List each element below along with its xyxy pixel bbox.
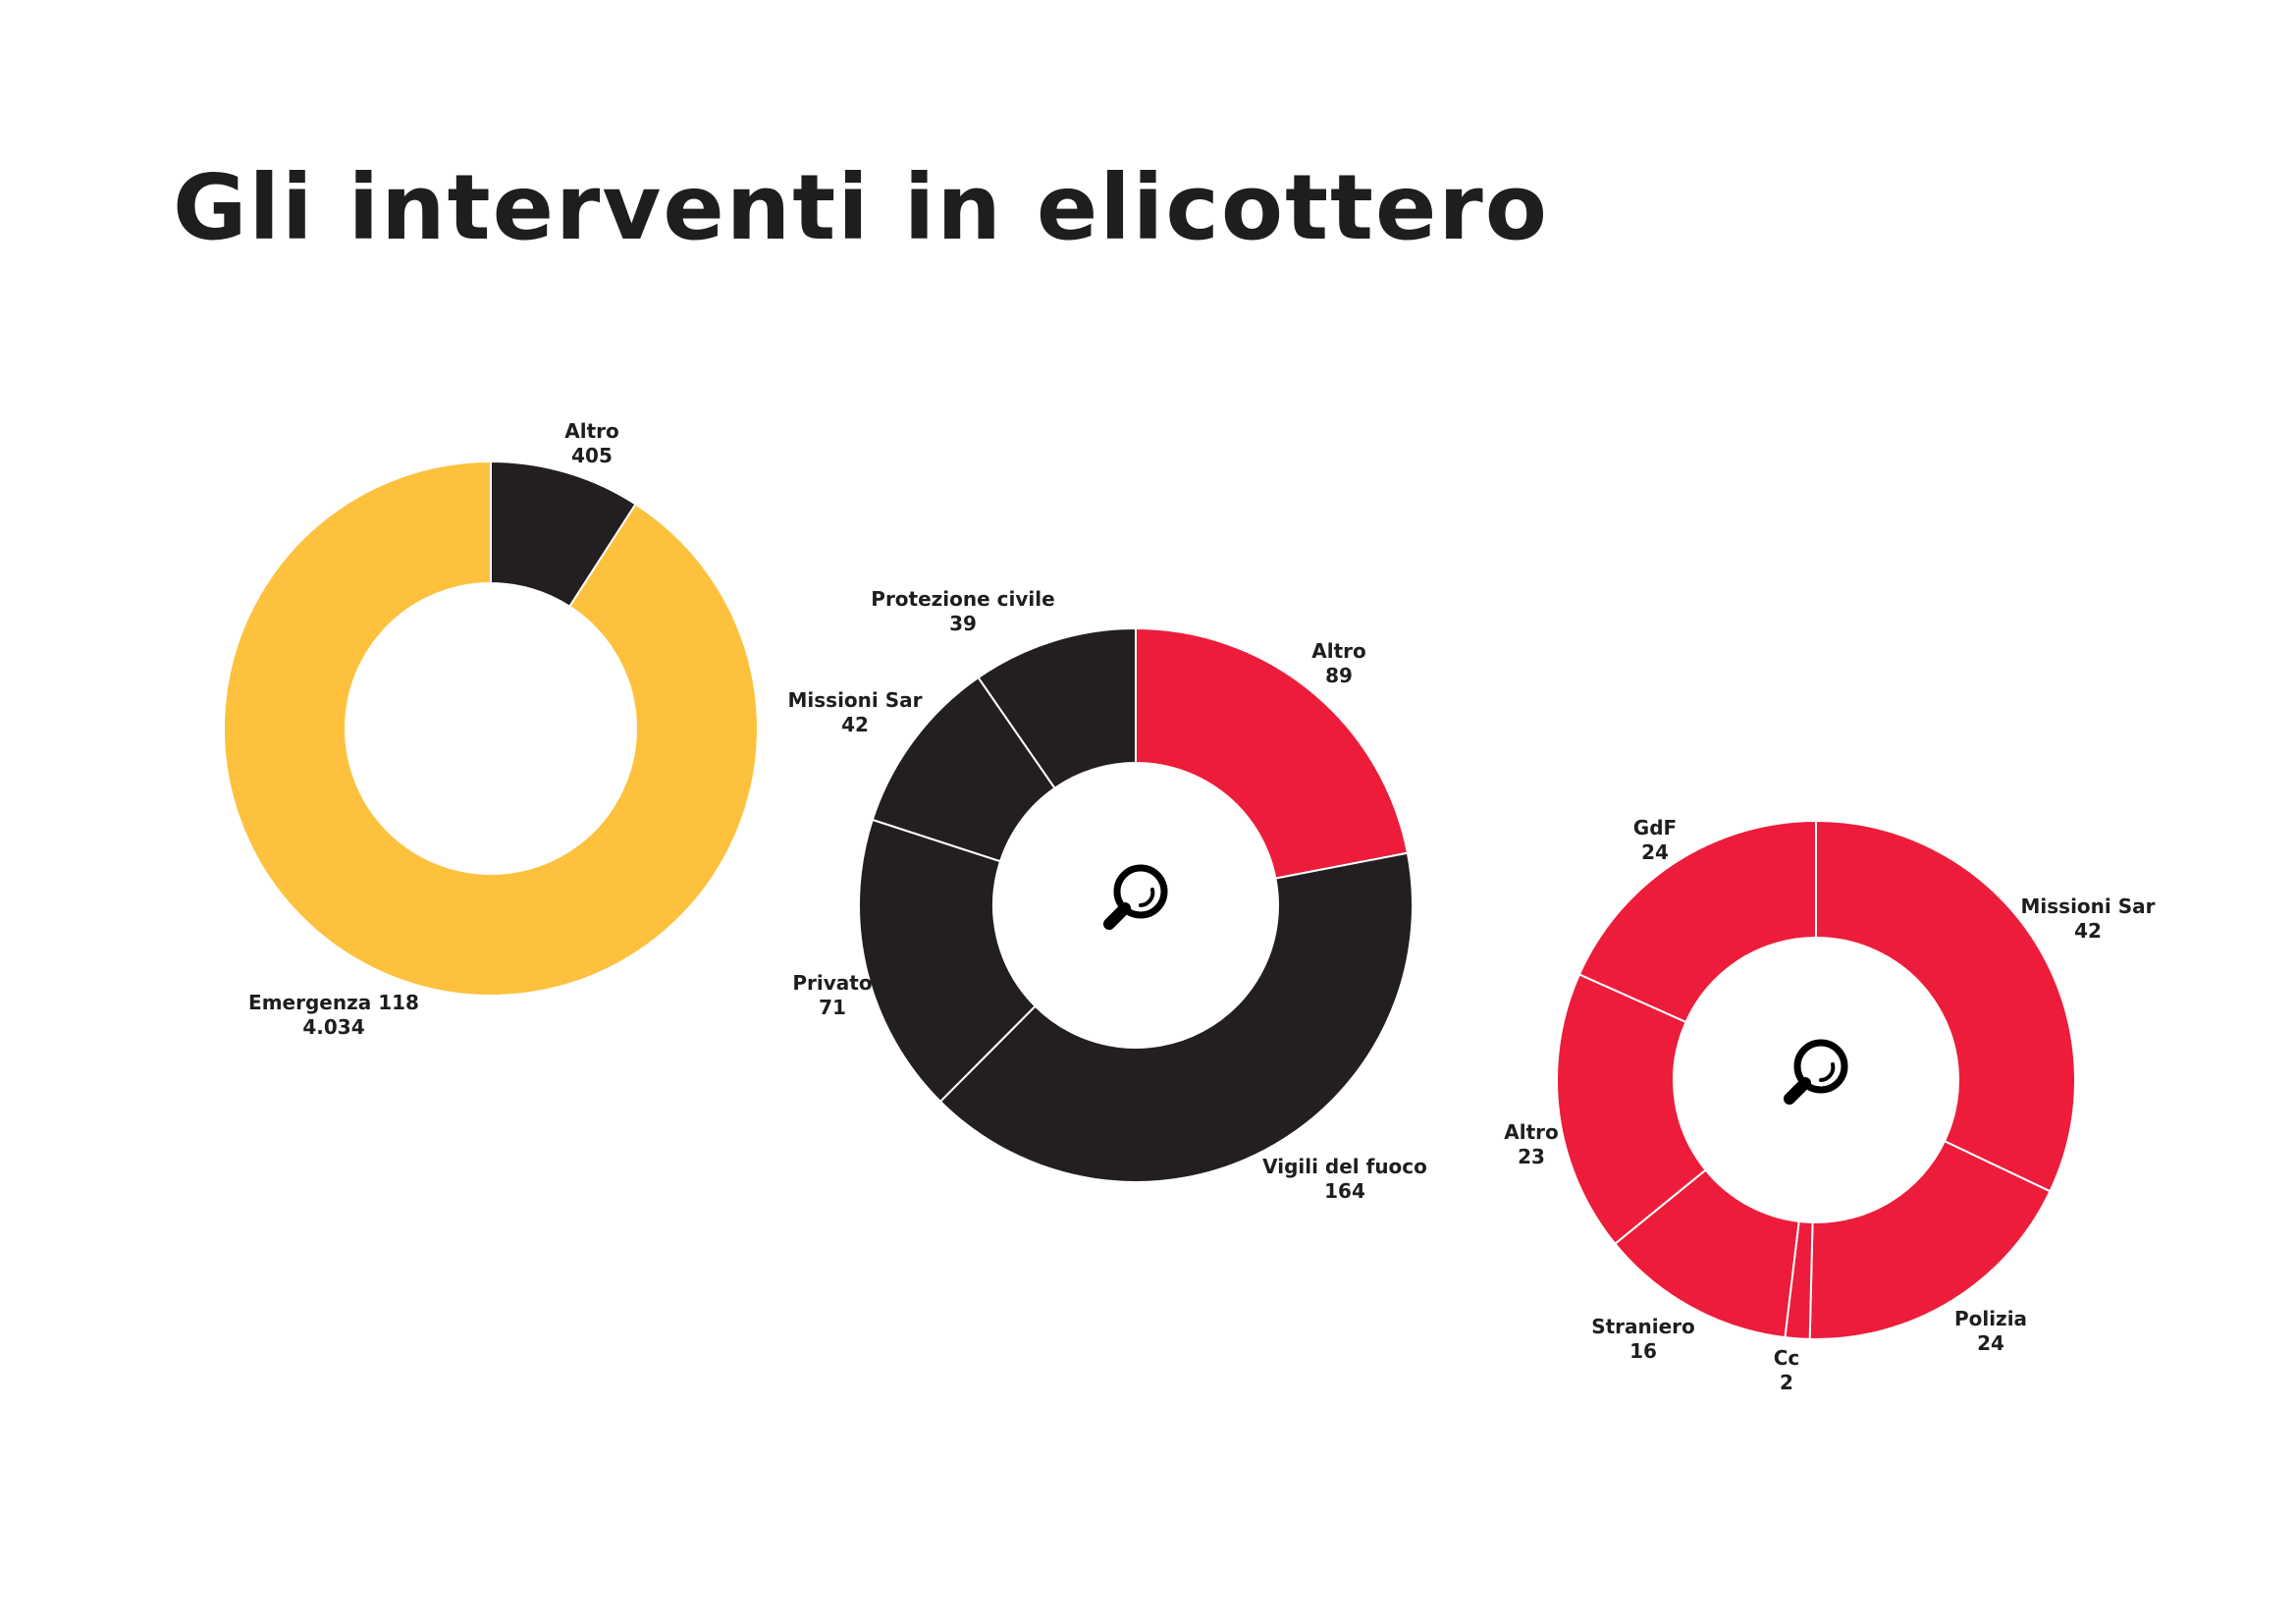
slice-missioni-sar	[1815, 819, 2076, 1193]
slice-label-value: 23	[1518, 1145, 1545, 1168]
slice-label-altro: Altro 405	[564, 419, 619, 467]
slice-label-value: 4.034	[302, 1015, 364, 1039]
slice-label-polizia: Polizia 24	[1954, 1307, 2027, 1355]
slice-emergenza-118	[223, 460, 759, 997]
donut-chart-emergenza: Altro 405 Emergenza 118 4.034	[223, 419, 759, 1039]
slice-privato	[858, 818, 1038, 1104]
slice-label-name: Vigili del fuoco	[1262, 1155, 1427, 1178]
slice-altro	[1556, 973, 1707, 1246]
slice-gdf	[1577, 819, 1817, 1024]
slice-label-emergenza-118: Emergenza 118 4.034	[248, 991, 419, 1039]
slice-label-gdf: GdF 24	[1633, 816, 1677, 864]
donut-chart-altro-breakdown: Altro 89 Vigili del fuoco 164 Privato 71 Missi…	[788, 587, 1427, 1203]
slice-label-name: Emergenza 118	[248, 991, 419, 1014]
slice-label-value: 16	[1629, 1339, 1657, 1363]
slice-label-name: GdF	[1633, 816, 1677, 839]
slice-label-altro: Altro 23	[1504, 1120, 1559, 1168]
slice-label-name: Protezione civile	[871, 587, 1054, 611]
slice-label-missioni-sar: Missioni Sar 42	[2021, 894, 2156, 943]
slice-label-privato: Privato 71	[792, 971, 872, 1019]
slice-label-name: Missioni Sar	[2021, 894, 2156, 918]
slice-label-value: 71	[819, 996, 846, 1019]
slice-polizia	[1808, 1139, 2052, 1340]
slice-label-value: 164	[1324, 1179, 1365, 1203]
slice-label-name: Altro	[1504, 1120, 1559, 1144]
slice-label-value: 39	[949, 612, 977, 635]
slice-label-name: Cc	[1774, 1346, 1800, 1370]
slice-label-vigili-del-fuoco: Vigili del fuoco 164	[1262, 1155, 1427, 1203]
slice-label-name: Polizia	[1954, 1307, 2027, 1330]
slice-protezione-civile	[977, 626, 1137, 790]
slice-label-name: Altro	[564, 419, 619, 443]
slice-vigili-del-fuoco	[938, 851, 1414, 1183]
slice-label-name: Privato	[792, 971, 872, 995]
slice-label-cc: Cc 2	[1774, 1346, 1800, 1394]
slice-label-value: 405	[571, 444, 613, 467]
page-title: Gli interventi in elicottero	[173, 155, 1549, 260]
slice-label-value: 2	[1780, 1371, 1793, 1394]
magnifier-icon	[1784, 1039, 1848, 1105]
magnifier-icon	[1103, 864, 1168, 930]
slice-label-altro: Altro 89	[1311, 639, 1366, 687]
slice-label-value: 42	[841, 713, 869, 736]
slice-label-value: 42	[2074, 919, 2102, 943]
slice-label-name: Missioni Sar	[788, 688, 923, 712]
slice-label-value: 24	[1641, 840, 1669, 864]
slice-label-value: 89	[1325, 664, 1353, 687]
slice-label-protezione-civile: Protezione civile 39	[871, 587, 1054, 635]
slice-altro	[1135, 626, 1410, 880]
slice-label-value: 24	[1977, 1331, 2004, 1355]
slice-label-name: Altro	[1311, 639, 1366, 663]
slice-label-straniero: Straniero 16	[1591, 1315, 1695, 1363]
slice-label-name: Straniero	[1591, 1315, 1695, 1338]
slice-label-missioni-sar: Missioni Sar 42	[788, 688, 923, 736]
